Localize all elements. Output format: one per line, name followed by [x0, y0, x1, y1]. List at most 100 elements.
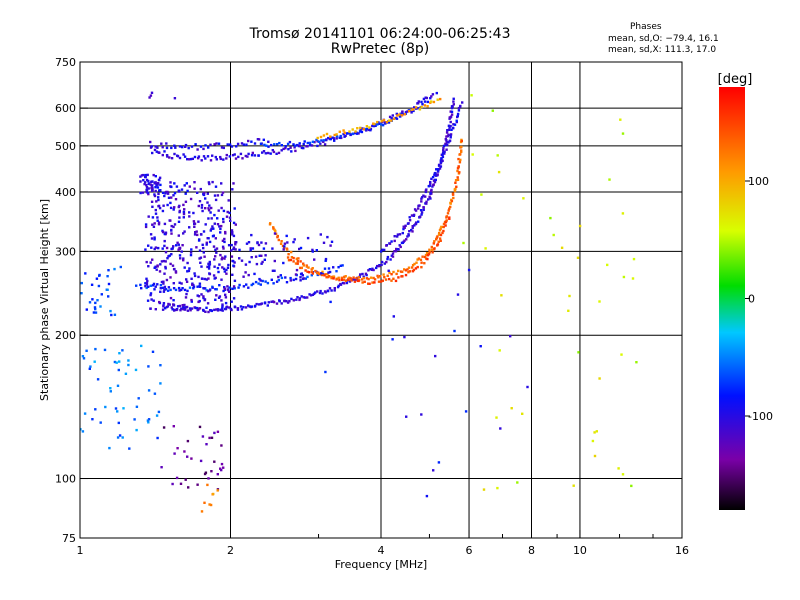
data-point [150, 91, 154, 94]
data-point [293, 146, 296, 149]
data-point [251, 151, 254, 155]
data-point [249, 248, 252, 252]
data-point [166, 190, 169, 194]
data-point [392, 315, 395, 318]
data-point [151, 350, 155, 353]
data-point [238, 283, 241, 287]
data-point [425, 200, 428, 203]
data-point [272, 282, 275, 285]
data-point [336, 285, 340, 289]
data-point [249, 247, 252, 250]
data-point [170, 157, 174, 160]
data-point [418, 204, 421, 207]
data-point [449, 205, 452, 209]
data-point [300, 266, 303, 270]
data-point [282, 248, 285, 251]
data-point [419, 215, 422, 218]
data-point [379, 275, 382, 278]
data-point [205, 289, 208, 292]
data-point [215, 247, 219, 250]
data-point [347, 278, 350, 281]
data-point [431, 93, 435, 96]
data-point [335, 133, 338, 136]
data-point [350, 279, 353, 282]
data-point [211, 286, 214, 289]
data-point [458, 153, 461, 156]
data-point [144, 181, 147, 184]
data-point [396, 235, 399, 238]
y-tick-label: 400 [55, 186, 76, 199]
data-point [156, 219, 159, 222]
data-point [222, 220, 225, 224]
data-point [210, 206, 213, 210]
data-point [222, 217, 225, 221]
data-point [164, 267, 167, 270]
data-point [99, 421, 102, 424]
data-point [373, 281, 376, 284]
data-point [162, 259, 166, 263]
data-point [152, 299, 155, 302]
data-point [392, 117, 396, 120]
data-point [354, 130, 357, 133]
data-point [432, 183, 435, 186]
data-point [158, 206, 162, 210]
data-point [177, 248, 180, 251]
data-point [213, 258, 216, 261]
data-point [407, 222, 410, 225]
data-point [257, 282, 260, 285]
data-point [135, 405, 139, 408]
data-point [222, 267, 226, 270]
data-point [451, 105, 454, 108]
data-point [173, 182, 176, 185]
data-point [220, 206, 223, 210]
phase-stats-o: mean, sd,O: −79.4, 16.1 [608, 34, 719, 44]
data-point [127, 363, 130, 367]
data-point [333, 133, 336, 137]
data-point [323, 274, 326, 277]
data-point [322, 139, 326, 142]
data-point [198, 249, 202, 252]
data-point [193, 225, 196, 228]
data-point [182, 210, 186, 214]
data-point [265, 144, 268, 147]
data-point [154, 189, 157, 193]
data-point [406, 110, 409, 113]
data-point [292, 143, 295, 146]
data-point [441, 153, 444, 156]
data-point [453, 189, 457, 193]
data-point [178, 247, 181, 250]
y-axis-label: Stationary phase Virtual Height [km] [38, 199, 51, 401]
colorbar-ticks: 100 0 -100 [745, 175, 773, 423]
data-point [338, 136, 341, 139]
data-point [181, 287, 184, 290]
data-point [420, 197, 423, 200]
data-point [156, 216, 159, 219]
data-point [386, 274, 389, 277]
data-point [166, 305, 170, 308]
data-point [202, 296, 205, 300]
data-point [306, 270, 309, 273]
data-point [220, 444, 223, 447]
data-point [199, 145, 203, 148]
colorbar-tick-label: 100 [748, 175, 769, 188]
data-point [300, 295, 303, 298]
data-point [273, 269, 276, 272]
data-point [325, 276, 328, 279]
data-point [392, 277, 395, 280]
data-point [169, 296, 173, 300]
data-point [173, 97, 177, 100]
data-point [280, 149, 283, 152]
data-point [457, 109, 461, 112]
data-point [302, 262, 305, 265]
data-point [204, 471, 208, 474]
data-point [231, 233, 234, 236]
data-point [237, 155, 240, 159]
data-point [300, 272, 303, 275]
data-point [149, 292, 153, 295]
data-point [449, 124, 452, 128]
data-point [219, 253, 222, 257]
data-point [340, 276, 343, 279]
data-point [277, 151, 281, 155]
data-point [161, 209, 165, 213]
data-point [311, 267, 314, 270]
